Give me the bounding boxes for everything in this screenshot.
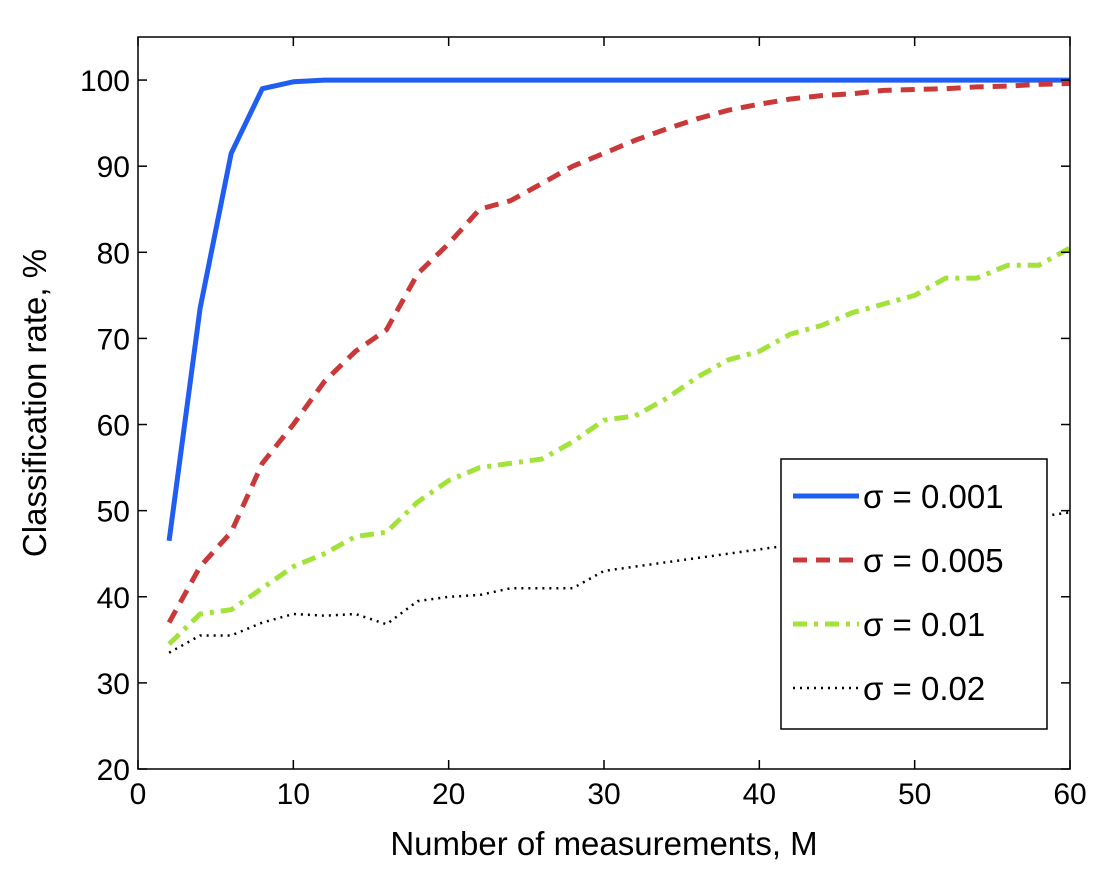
legend-box — [780, 458, 1048, 730]
y-tick-label: 40 — [97, 582, 130, 615]
x-tick-label: 20 — [432, 778, 465, 811]
x-tick-label: 50 — [898, 778, 931, 811]
y-tick-label: 30 — [97, 668, 130, 701]
series-line-3 — [167, 245, 1070, 646]
ticks-layer: 0 10 20 30 40 50 60 20 30 40 50 60 70 80 90 100 — [80, 37, 1087, 811]
legend-label-4: σ = 0.02 — [863, 670, 985, 707]
y-tick-label: 90 — [97, 151, 130, 184]
y-axis-title: Classification rate, % — [16, 249, 53, 557]
series-line-1 — [166, 77, 1070, 542]
y-tick-label: 50 — [97, 496, 130, 529]
x-tick-label: 60 — [1053, 778, 1086, 811]
x-tick-label: 40 — [743, 778, 776, 811]
legend-label-1: σ = 0.001 — [863, 478, 1004, 515]
legend-label-3: σ = 0.01 — [863, 606, 985, 643]
y-tick-label: 60 — [97, 410, 130, 443]
x-axis-title: Number of measurements, M — [390, 825, 817, 862]
y-tick-label: 20 — [97, 754, 130, 787]
y-tick-label: 70 — [97, 323, 130, 356]
x-tick-label: 0 — [130, 778, 147, 811]
legend: σ = 0.001 σ = 0.005 σ = 0.01 σ = 0.02 — [780, 458, 1048, 730]
series-layer — [166, 77, 1070, 654]
x-tick-label: 30 — [587, 778, 620, 811]
x-tick-label: 10 — [277, 778, 310, 811]
legend-label-2: σ = 0.005 — [863, 542, 1004, 579]
y-tick-label: 80 — [97, 237, 130, 270]
series-line-2 — [166, 81, 1070, 624]
y-tick-label: 100 — [80, 65, 130, 98]
